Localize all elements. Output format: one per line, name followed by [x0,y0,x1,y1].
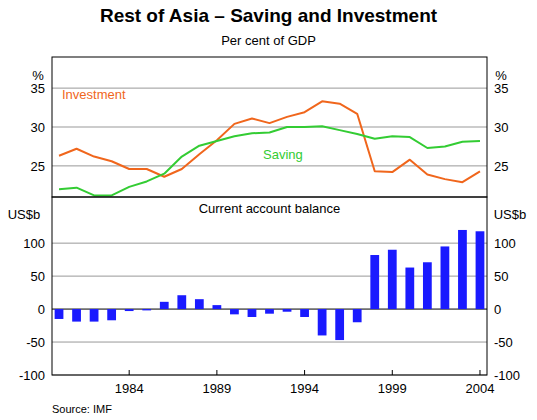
series-line [59,126,480,195]
bar [370,255,379,309]
bar [142,309,151,310]
panel-frame [52,57,487,197]
x-tick-label: 1989 [202,381,231,396]
bar [405,268,414,310]
x-tick [304,370,305,375]
series-label: Saving [263,147,303,162]
subtitle: Per cent of GDP [221,33,316,48]
grid-line [52,276,487,277]
y-tick-label: 35 [31,81,45,96]
y-tick-label-right: 0 [494,302,501,317]
y-unit-right: US$b [494,207,527,222]
bar [195,299,204,309]
y-tick-label: 100 [23,236,45,251]
bar [441,246,450,309]
y-tick-label: -100 [19,368,45,383]
y-unit: % [32,68,44,83]
bar [160,302,169,309]
y-tick-label-right: 50 [494,269,508,284]
x-tick-label: 2004 [466,381,495,396]
bar [248,309,257,317]
y-tick-label: 50 [31,269,45,284]
y-unit: US$b [8,207,41,222]
bar [476,231,485,309]
bar [388,250,397,309]
bar [177,295,186,309]
y-tick-label-right: -100 [494,368,520,383]
bar [265,309,274,314]
y-tick-label-right: 100 [494,236,516,251]
plot-area [55,230,485,340]
bar [107,309,116,320]
grid-line [52,127,487,128]
y-tick-label: 30 [31,120,45,135]
y-tick-label: 0 [38,302,45,317]
panel-title: Current account balance [199,201,341,216]
x-tick-label: 1984 [115,381,144,396]
bar [335,309,344,340]
title: Rest of Asia – Saving and Investment [100,5,438,26]
y-tick-label-right: 25 [494,159,508,174]
panel-frame [52,197,487,375]
y-unit-right: % [495,68,507,83]
x-tick [216,370,217,375]
x-tick-label: 1999 [378,381,407,396]
x-tick [392,370,393,375]
bar [423,262,432,309]
bar [55,309,64,319]
bar [283,309,292,312]
y-tick-label-right: 30 [494,120,508,135]
y-tick-label-right: -50 [494,335,513,350]
plot-area [59,101,480,195]
bar [230,309,239,314]
bar [72,309,81,322]
bar [318,309,327,335]
x-tick-label: 1994 [290,381,319,396]
bar [212,305,221,309]
bar [353,309,362,322]
bar [125,309,134,311]
source: Source: IMF [52,403,112,415]
grid-line [52,342,487,343]
grid-line [52,243,487,244]
x-tick [129,370,130,375]
y-tick-label: -50 [26,335,45,350]
y-tick-label: 25 [31,159,45,174]
series-label: Investment [62,87,126,102]
chart: Rest of Asia – Saving and Investment Per … [0,0,537,420]
grid-line [52,165,487,166]
bar [458,230,467,309]
y-tick-label-right: 35 [494,81,508,96]
x-tick [479,370,480,375]
bar [90,309,99,322]
bar [300,309,309,317]
